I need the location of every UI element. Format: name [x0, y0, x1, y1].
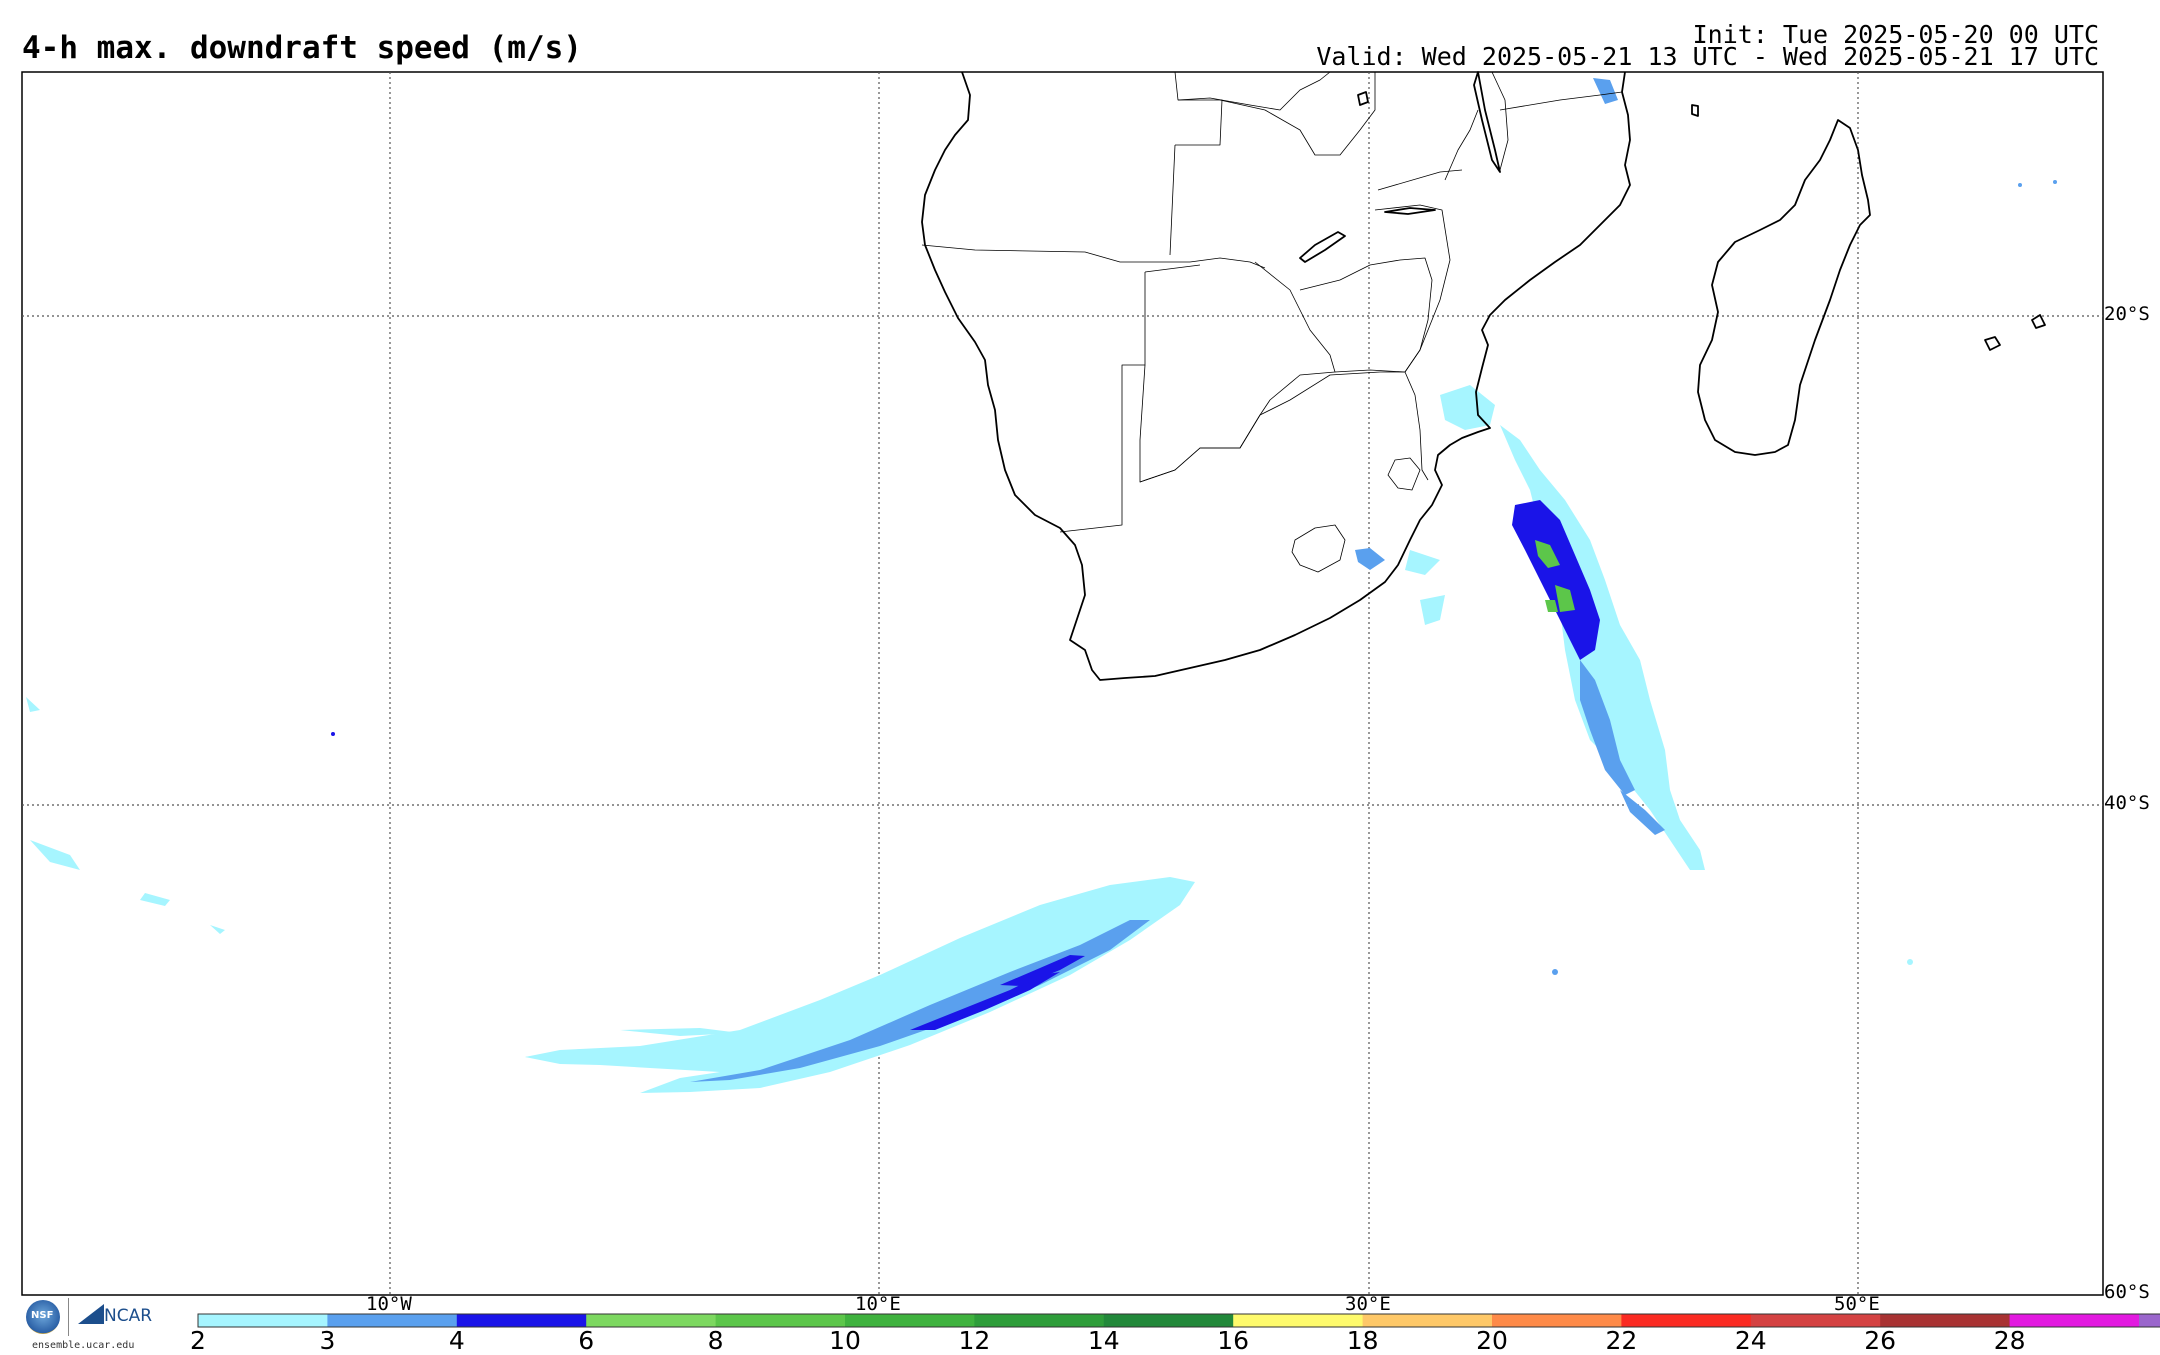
logo-divider [68, 1298, 69, 1336]
lon-label-30e: 30°E [1345, 1293, 1391, 1315]
speck-2 [1552, 969, 1558, 975]
border-namibia-east [1059, 272, 1146, 533]
country-borders [921, 71, 1623, 573]
site-url: ensemble.ucar.edu [32, 1340, 135, 1351]
africa-coastline [921, 71, 1631, 681]
indian-band-tail-blue [1620, 790, 1665, 835]
border-drc [1177, 71, 1331, 111]
border-tanzania [1377, 91, 1623, 191]
lake-malawi [1473, 71, 1501, 173]
lake-kariba [1299, 231, 1346, 263]
reunion [2031, 314, 2046, 329]
lake-cahora [1384, 207, 1436, 215]
se-coast-light [1405, 550, 1440, 575]
indian-band-green-1 [1535, 540, 1560, 568]
colorbar-tick-label: 14 [1087, 1326, 1120, 1355]
colorbar-tick-label: 28 [1993, 1326, 2026, 1355]
colorbar-tick-label: 2 [190, 1326, 206, 1355]
init-time: Init: Tue 2025-05-20 00 UTC [1692, 20, 2099, 49]
ncar-logo-mark [78, 1304, 104, 1324]
gridlines [22, 72, 2103, 1295]
border-eswatini [1387, 457, 1421, 491]
border-zambia [1169, 72, 1376, 256]
lat-label-20s: 20°S [2104, 303, 2150, 325]
map-title: 4-h max. downdraft speed (m/s) [22, 30, 582, 66]
colorbar-tick-label: 4 [448, 1326, 465, 1355]
border-mozambique [1374, 204, 1451, 481]
atlantic-band-core-2 [1000, 955, 1085, 986]
atlantic-band-core [910, 972, 1060, 1030]
logos: NSF NCAR ensemble.ucar.edu [22, 1296, 162, 1354]
downdraft-shading [26, 78, 2057, 1093]
mauritius [1984, 336, 2001, 351]
colorbar-tick-label: 18 [1346, 1326, 1379, 1355]
coastlines [921, 71, 2046, 681]
colorbar-tick-label: 24 [1734, 1326, 1767, 1355]
west-streak-4 [26, 697, 40, 712]
atlantic-band-mid [690, 920, 1150, 1082]
colorbar-tick-label: 12 [958, 1326, 991, 1355]
lat-label-60s: 60°S [2104, 1281, 2150, 1303]
border-zimbabwe [1299, 257, 1433, 373]
colorbar-tick-label: 16 [1217, 1326, 1250, 1355]
colorbar-tick-label: 10 [829, 1326, 861, 1355]
nsf-logo [26, 1300, 60, 1334]
border-angola-south [921, 244, 1266, 269]
nmoz-blue [1593, 78, 1618, 104]
atlantic-band-light [525, 877, 1195, 1093]
atlantic-west-streak [525, 1049, 600, 1060]
valid-time: Valid: Wed 2025-05-21 13 UTC - Wed 2025-… [1316, 42, 2099, 71]
west-streak-2 [140, 893, 170, 906]
indian-band-green-3 [1545, 600, 1558, 612]
comoros [1691, 104, 1699, 117]
border-lesotho [1291, 524, 1346, 573]
colorbar-tick-label: 8 [707, 1326, 724, 1355]
speck-3 [1907, 959, 1913, 965]
se-coast-light-2 [1420, 595, 1445, 625]
madagascar-coastline [1697, 119, 1871, 456]
colorbar-tick-label: 6 [578, 1326, 595, 1355]
map-frame [21, 71, 2104, 1296]
lon-label-10w: 10°W [366, 1293, 412, 1315]
colorbar-tick-label: 22 [1605, 1326, 1638, 1355]
west-streak-1 [30, 840, 80, 870]
west-streak-3 [210, 925, 225, 934]
lat-label-40s: 40°S [2104, 792, 2150, 814]
ncar-logo-text: NCAR [104, 1306, 153, 1326]
speck-1 [331, 732, 335, 736]
speck-5 [2053, 180, 2057, 184]
lake-victoria-bit [1357, 91, 1369, 106]
lon-label-50e: 50°E [1834, 1293, 1880, 1315]
lesotho-blue [1355, 548, 1385, 570]
indian-band-mid [1580, 660, 1635, 795]
indian-band-green-2 [1555, 585, 1575, 612]
nsf-logo-text: NSF [31, 1310, 54, 1321]
speck-4 [2018, 183, 2022, 187]
border-south-africa-north [1139, 371, 1405, 483]
colorbar-tick-label: 26 [1864, 1326, 1897, 1355]
colorbar-tick-label: 20 [1476, 1326, 1508, 1355]
border-malawi-east [1444, 71, 1509, 181]
colorbar-tick-label: 3 [319, 1326, 336, 1355]
atlantic-west-streak-2 [620, 1028, 740, 1036]
indian-band-blue [1512, 500, 1600, 660]
lon-label-10e: 10°E [855, 1293, 901, 1315]
border-namibia-north [1144, 264, 1201, 273]
